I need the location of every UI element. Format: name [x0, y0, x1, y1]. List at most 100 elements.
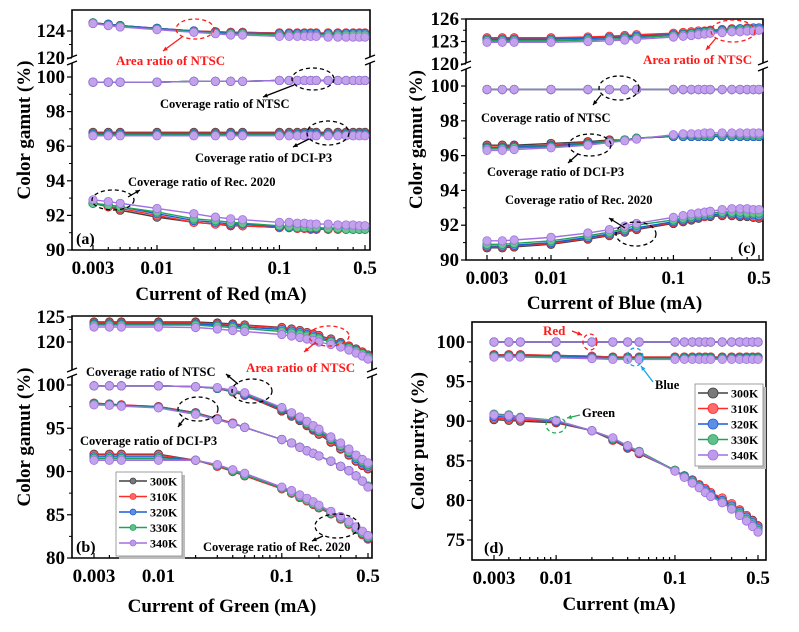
annotation-ellipse — [582, 333, 598, 351]
axis-break-mark — [66, 367, 78, 373]
data-point-340K — [153, 403, 164, 413]
data-point-340K — [323, 75, 333, 86]
data-point-340K — [741, 516, 752, 526]
data-point-340K — [717, 498, 727, 508]
data-point-340K — [153, 381, 164, 391]
data-point-340K — [104, 381, 115, 391]
data-point-340K — [583, 84, 593, 95]
data-point-340K — [191, 455, 201, 465]
data-point-340K — [311, 75, 321, 86]
data-point-340K — [706, 354, 716, 365]
data-point-340K — [311, 31, 321, 42]
series-group-coverage-ratio-of-rec-2020 — [89, 449, 373, 544]
data-point-340K — [363, 458, 373, 468]
y-tick-label: 90 — [46, 462, 65, 483]
arrow-head-icon — [293, 143, 298, 147]
y-axis-label: Color gamut (%) — [14, 61, 35, 200]
data-point-340K — [515, 413, 525, 423]
data-point-340K — [670, 354, 680, 365]
data-point-340K — [551, 415, 561, 426]
panel-label: (b) — [76, 539, 96, 556]
data-point-340K — [212, 382, 222, 393]
data-point-340K — [631, 34, 642, 44]
data-point-340K — [363, 482, 373, 492]
data-point-340K — [326, 456, 336, 466]
data-point-340K — [753, 527, 763, 537]
plot-frame-upper — [71, 315, 373, 370]
panel-label: (c) — [738, 240, 756, 257]
axis-break-mark — [757, 60, 769, 66]
x-tick-label: 0.5 — [353, 258, 377, 279]
axis-break-mark — [757, 66, 769, 72]
y-tick-label: 92 — [440, 215, 459, 236]
axis-break-mark — [66, 60, 78, 66]
panel-d: 0.003 0.01 0.1 0.5 75 80 85 90 95 100 Current (mA)… — [408, 321, 770, 615]
data-point-340K — [240, 388, 250, 398]
y-tick-label: 92 — [46, 205, 65, 226]
plot-frame-lower — [465, 69, 764, 261]
y-tick-label: 98 — [46, 102, 65, 123]
y-tick-label: 80 — [446, 490, 465, 511]
data-point-340K — [323, 219, 333, 229]
data-point-340K — [489, 410, 499, 420]
series-group-coverage-ratio-of-dci-p3 — [482, 128, 764, 155]
data-point-340K — [504, 337, 514, 347]
data-point-340K — [152, 131, 162, 141]
annotation-ellipse — [308, 325, 350, 347]
y-tick-label: 94 — [440, 180, 460, 201]
data-point-340K — [489, 352, 499, 362]
data-point-340K — [116, 455, 126, 465]
y-tick-label: 120 — [37, 332, 66, 353]
data-point-340K — [668, 130, 679, 140]
y-axis-label: Color gamut (%) — [406, 70, 427, 209]
data-point-340K — [634, 337, 644, 347]
y-axis-label: Color purity (%) — [408, 372, 429, 510]
arrow-head-icon — [609, 218, 614, 223]
data-point-340K — [333, 131, 343, 141]
annotation-label: Coverage ratio of DCI-P3 — [487, 165, 624, 179]
data-point-340K — [631, 134, 642, 144]
data-point-340K — [482, 84, 492, 95]
x-axis-label: Current of Blue (mA) — [527, 293, 702, 314]
y-tick-label: 94 — [46, 171, 66, 192]
legend-label: 320K — [731, 418, 759, 432]
data-point-340K — [679, 337, 689, 347]
legend-label: 340K — [731, 449, 759, 463]
data-point-340K — [326, 339, 336, 350]
annotation-ellipse — [568, 133, 612, 157]
data-point-340K — [152, 25, 162, 35]
panel-label: (d) — [484, 540, 504, 557]
data-point-340K — [344, 466, 354, 476]
series-group-area-ratio-of-ntsc — [482, 23, 764, 47]
data-point-340K — [497, 236, 507, 246]
x-tick-label: 0.5 — [356, 566, 380, 587]
data-point-340K — [228, 465, 238, 475]
series-group-coverage-ratio-of-ntsc — [89, 381, 373, 474]
data-point-340K — [604, 84, 615, 95]
x-tick-label: 0.5 — [746, 568, 770, 589]
data-point-340K — [277, 434, 287, 445]
x-tick-label: 0.01 — [142, 566, 175, 587]
data-point-340K — [314, 451, 324, 461]
series-group-coverage-ratio-of-ntsc — [482, 84, 764, 95]
y-tick-label: 100 — [37, 375, 66, 396]
y-tick-label: 96 — [46, 136, 65, 157]
data-point-340K — [546, 143, 556, 153]
data-point-340K — [240, 468, 250, 478]
data-point-340K — [509, 84, 519, 95]
x-tick-label: 0.003 — [72, 258, 115, 279]
data-point-340K — [191, 409, 201, 420]
x-tick-label: 0.01 — [534, 268, 567, 289]
data-point-340K — [482, 37, 492, 47]
annotation-label: Coverage ratio of NTSC — [481, 111, 611, 125]
data-point-340K — [482, 236, 492, 246]
legend-marker-300K — [129, 477, 137, 485]
annotation-label: Red — [543, 323, 566, 338]
data-point-340K — [754, 25, 764, 35]
data-point-340K — [678, 211, 688, 221]
annotation-label: Coverage ratio of NTSC — [160, 97, 290, 111]
data-point-340K — [89, 400, 99, 410]
data-point-340K — [116, 401, 126, 411]
data-point-340K — [551, 337, 561, 347]
data-point-340K — [634, 354, 644, 365]
